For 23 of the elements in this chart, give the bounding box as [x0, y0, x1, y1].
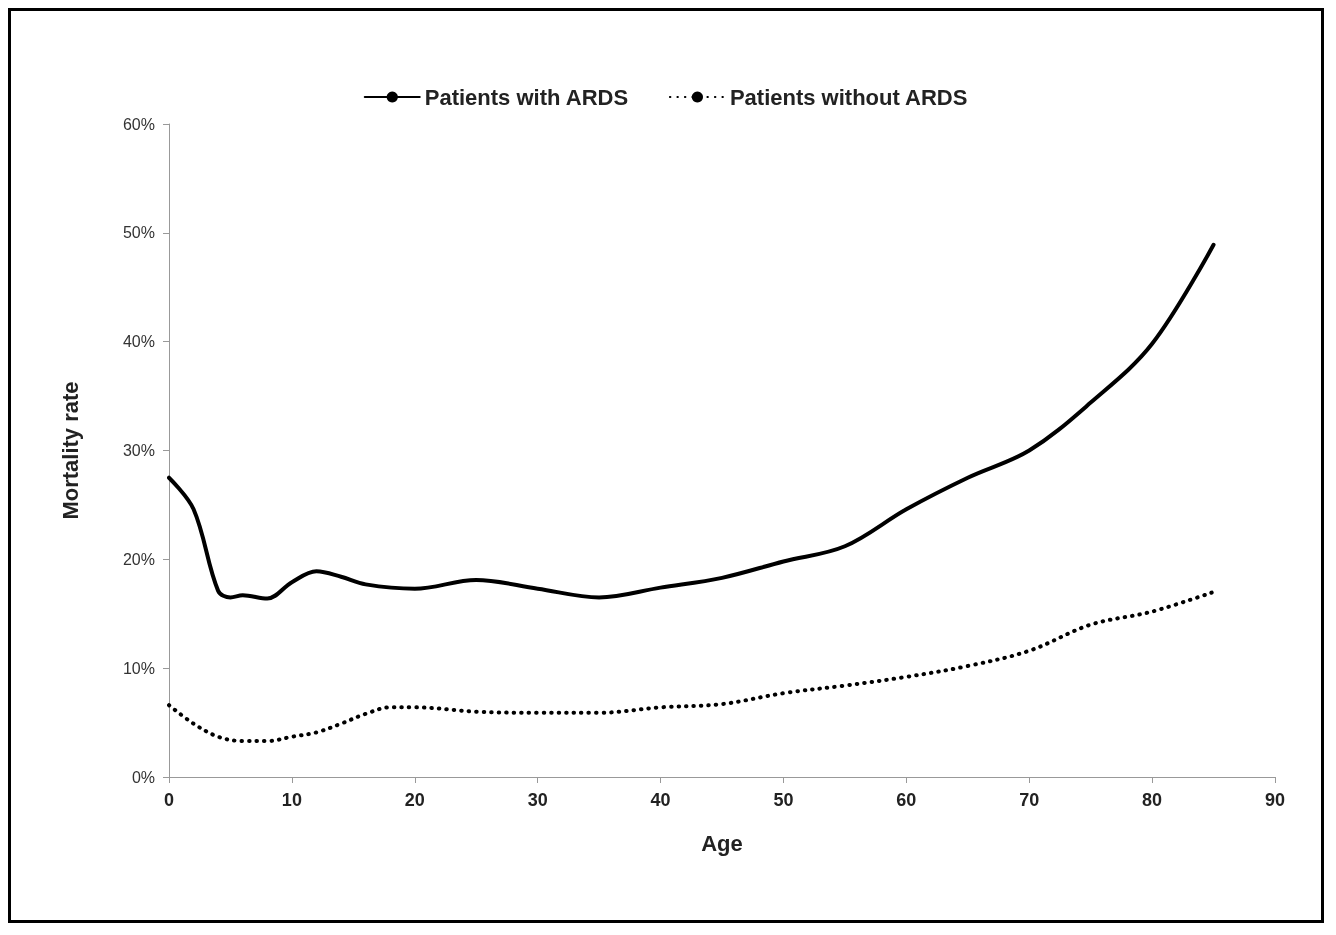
x-tick-label: 90 — [1264, 790, 1286, 810]
x-tick-label: 30 — [527, 790, 548, 810]
y-tick-label: 50% — [122, 224, 155, 242]
line-series — [167, 242, 1216, 601]
x-tick-label: 80 — [1142, 790, 1163, 810]
x-tick-label: 20 — [404, 790, 425, 810]
x-tick-label: 10 — [281, 790, 302, 810]
x-tick-label: 70 — [1019, 790, 1040, 810]
legend-label: Patients with ARDS — [424, 84, 629, 110]
y-tick-label: 40% — [122, 333, 155, 351]
x-tick-label: 60 — [896, 790, 917, 810]
x-axis-title: Age — [701, 830, 743, 856]
y-tick-label: 60% — [122, 115, 155, 133]
x-tick-label: 0 — [163, 790, 175, 810]
legend-label: Patients without ARDS — [729, 84, 968, 110]
y-tick-label: 20% — [122, 550, 155, 568]
y-tick-label: 10% — [122, 659, 155, 677]
y-tick-label: 0% — [131, 768, 155, 786]
line-series — [167, 589, 1216, 744]
x-tick-label: 50 — [773, 790, 794, 810]
y-tick-label: 30% — [122, 442, 155, 459]
y-axis-title: Mortality rate — [57, 381, 83, 520]
x-tick-label: 40 — [650, 790, 671, 810]
